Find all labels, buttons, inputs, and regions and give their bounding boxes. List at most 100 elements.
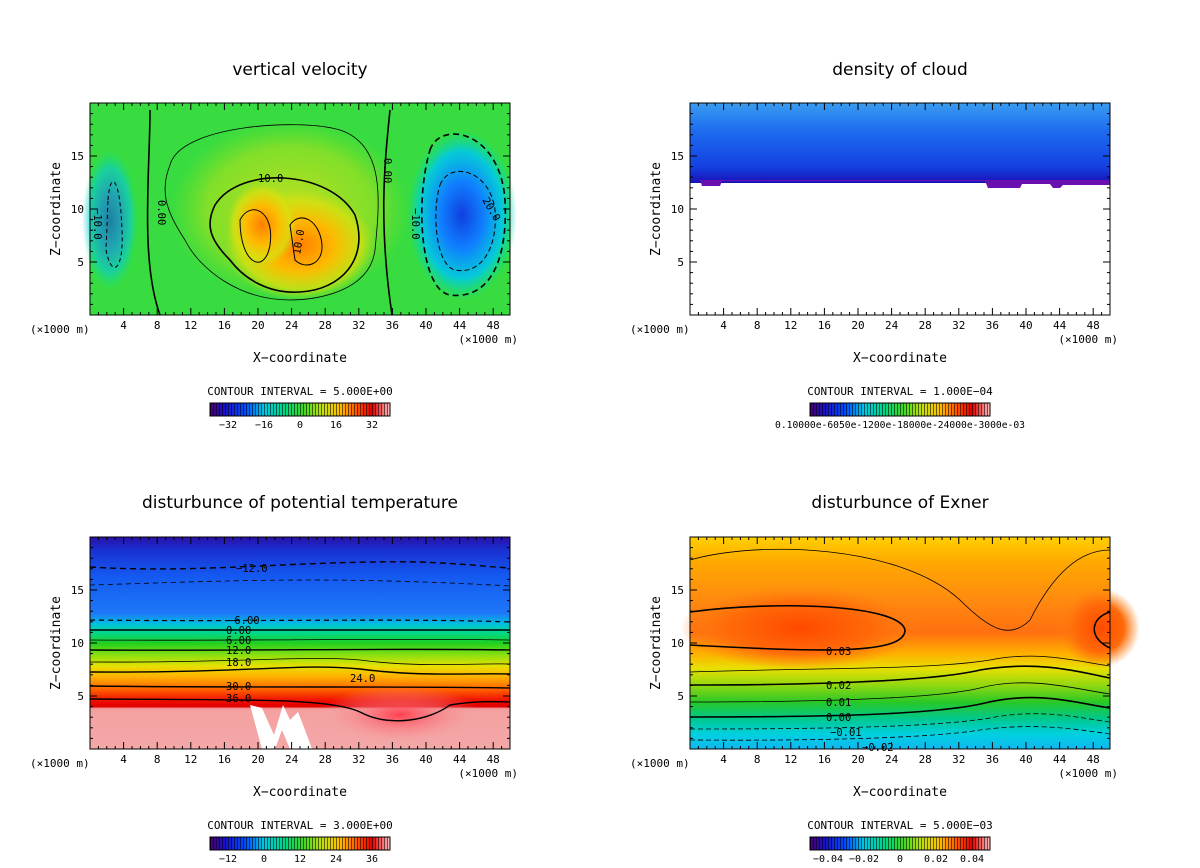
colorbar-stripes [810, 837, 990, 850]
plot-area [689, 102, 1111, 316]
colorbar-tick-label: 0.02 [924, 854, 948, 865]
x-tick-label: 40 [1019, 753, 1032, 766]
colorbar-frame [209, 402, 391, 417]
y-tick-label: 5 [77, 690, 84, 703]
colorbar-tick-label: 32 [366, 420, 378, 431]
x-tick-label: 40 [419, 319, 432, 332]
colorbar-tick-label: −0.04 [813, 854, 843, 865]
panel-potential-temperature: disturbunce of potential temperature −12… [89, 493, 511, 750]
x-tick-label: 36 [386, 319, 399, 332]
colorbar-frame [209, 836, 391, 851]
y-axis-label: Z−coordinate [49, 162, 64, 256]
contour-label: −6.00 [228, 615, 260, 627]
x-tick-label: 12 [784, 753, 797, 766]
chart-title: disturbunce of Exner [811, 493, 988, 513]
contour-label: 10.0 [291, 229, 307, 256]
y-tick-label: 5 [77, 256, 84, 269]
contour-label: −0.01 [830, 727, 862, 739]
contour-interval: CONTOUR INTERVAL = 3.000E+00 [207, 819, 392, 832]
contour-label: 12.0 [226, 645, 251, 657]
plot-area: 10.0 0.00 0.00 10.0 −10.0 20.0 −10.0 [82, 102, 517, 316]
contour-labels: 0.03 0.02 0.01 0.00 −0.01 −0.02 [826, 646, 894, 754]
contour-label: −10.0 [91, 208, 103, 240]
colorbar-tick-label: −0.02 [849, 854, 879, 865]
contour-label: 24.0 [350, 673, 375, 685]
contour-label: 0.00 [826, 712, 851, 724]
x-tick-label: 12 [784, 319, 797, 332]
chart-title: vertical velocity [232, 60, 367, 80]
x-tick-label: 8 [754, 753, 761, 766]
contour-label: 0.00 [226, 625, 251, 637]
x-tick-label: 28 [919, 753, 932, 766]
x-tick-label: 24 [285, 319, 299, 332]
x-tick-label: 44 [453, 319, 467, 332]
colorbar-tick-label: 0 [297, 420, 303, 431]
x-tick-label: 20 [251, 319, 264, 332]
contour-interval: CONTOUR INTERVAL = 5.000E−03 [807, 819, 992, 832]
panel-vertical-velocity: vertical velocity 10.0 0.00 [82, 60, 517, 316]
contour-label: −12.0 [236, 563, 268, 575]
x-unit-left: (×1000 m) [30, 323, 90, 336]
contour-label: 18.0 [226, 657, 251, 669]
x-axis-label: X−coordinate [853, 351, 947, 366]
contour-labels: −12.0 −6.00 0.00 6.00 12.0 18.0 24.0 30.… [226, 563, 375, 705]
x-tick-label: 8 [154, 753, 161, 766]
y-tick-label: 10 [71, 203, 84, 216]
x-tick-label: 8 [154, 319, 161, 332]
y-tick-label: 15 [71, 584, 84, 597]
x-tick-label: 32 [352, 753, 365, 766]
colorbar-tick-label: 24 [330, 854, 342, 865]
plot-area: −12.0 −6.00 0.00 6.00 12.0 18.0 24.0 30.… [89, 536, 511, 750]
x-tick-label: 4 [120, 753, 127, 766]
colorbar-stripes [210, 403, 390, 416]
x-tick-label: 12 [184, 319, 197, 332]
x-tick-label: 36 [986, 753, 999, 766]
x-tick-label: 28 [319, 319, 332, 332]
y-tick-label: 5 [677, 690, 684, 703]
y-tick-label: 10 [71, 637, 84, 650]
x-tick-label: 48 [487, 753, 500, 766]
colorbar-stripes [810, 403, 990, 416]
y-tick-label: 15 [671, 150, 684, 163]
x-tick-label: 24 [885, 753, 899, 766]
x-tick-label: 28 [919, 319, 932, 332]
x-unit-right: (×1000 m) [1058, 767, 1118, 780]
colorbar-tick-label: 0.04 [960, 854, 984, 865]
y-axis-label: Z−coordinate [649, 162, 664, 256]
colorbar-frame [809, 402, 991, 417]
x-tick-label: 44 [453, 753, 467, 766]
x-tick-label: 16 [218, 319, 231, 332]
x-tick-label: 20 [851, 319, 864, 332]
colorbar-tick-label: 16 [330, 420, 342, 431]
x-unit-left: (×1000 m) [630, 323, 690, 336]
colorbar-tick-label: −32 [219, 420, 237, 431]
x-tick-label: 20 [851, 753, 864, 766]
y-tick-label: 10 [671, 203, 684, 216]
x-tick-label: 32 [952, 319, 965, 332]
contour-label: 10.0 [258, 173, 283, 185]
colorbar-tick-label: −16 [255, 420, 273, 431]
y-tick-label: 10 [671, 637, 684, 650]
colorbar-stripes [210, 837, 390, 850]
x-tick-label: 24 [885, 319, 899, 332]
x-tick-label: 32 [952, 753, 965, 766]
contour-label: 30.0 [226, 681, 251, 693]
y-tick-label: 15 [671, 584, 684, 597]
x-unit-right: (×1000 m) [458, 767, 518, 780]
contour-label: 0.02 [826, 680, 851, 692]
x-tick-label: 20 [251, 753, 264, 766]
x-tick-label: 40 [419, 753, 432, 766]
x-unit-left: (×1000 m) [30, 757, 90, 770]
x-tick-label: 12 [184, 753, 197, 766]
contour-label: −10.0 [409, 208, 421, 240]
colorbar-tick-label: 0.10000e-6050e-1200e-18000e-24000e-3000e… [775, 420, 1025, 431]
x-tick-label: 44 [1053, 753, 1067, 766]
colorbar-tick-label: 36 [366, 854, 378, 865]
x-tick-label: 48 [487, 319, 500, 332]
contour-label: 0.01 [826, 697, 851, 709]
y-tick-label: 5 [677, 256, 684, 269]
panel-exner: disturbunce of Exner 0.03 0.02 0.01 0.00 [680, 493, 1140, 754]
x-tick-label: 36 [386, 753, 399, 766]
contour-label: 6.00 [226, 635, 251, 647]
